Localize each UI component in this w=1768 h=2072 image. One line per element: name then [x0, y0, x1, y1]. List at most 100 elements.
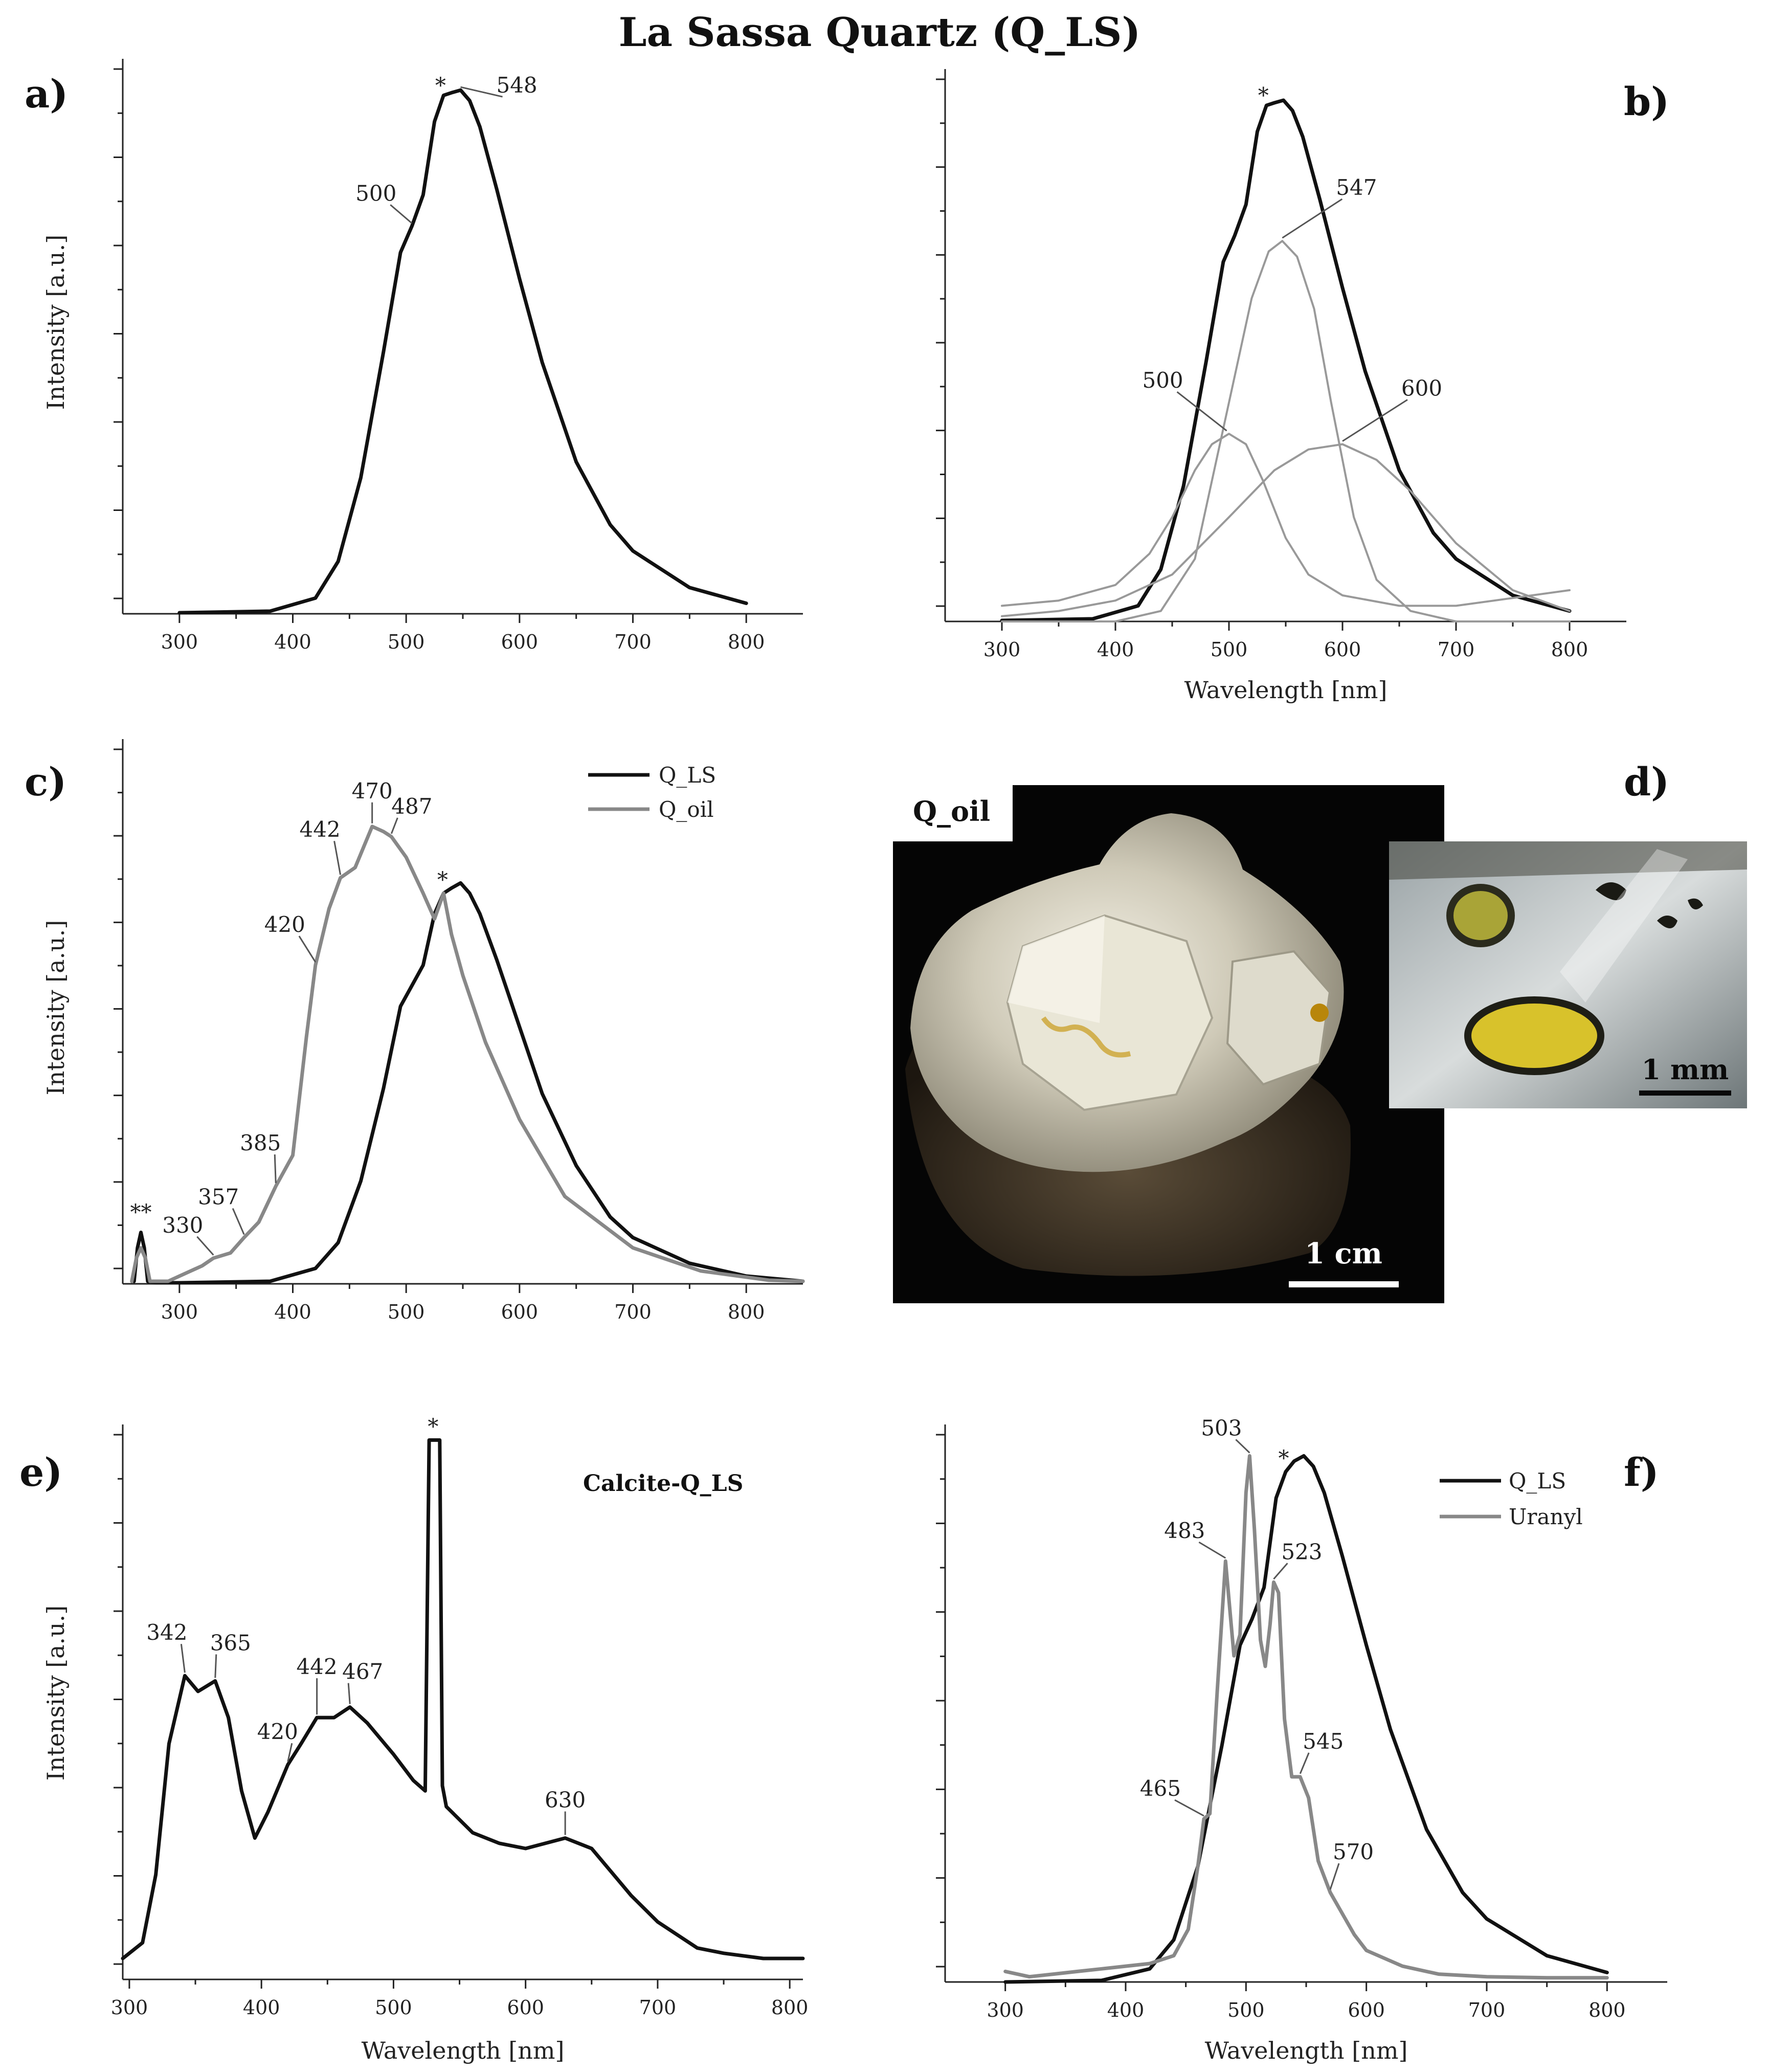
- annotation-442: 442: [297, 1654, 338, 1679]
- x-tick-label: 600: [507, 1996, 544, 2019]
- x-tick-label: 400: [1097, 638, 1134, 661]
- annotation-star: *: [437, 867, 448, 892]
- annotation-leader: [347, 1683, 351, 1704]
- annotation-483: 483: [1164, 1518, 1205, 1543]
- x-tick-label: 800: [1551, 638, 1588, 661]
- annotation-starstar: **: [130, 1200, 151, 1225]
- x-tick-label: 400: [1107, 1999, 1145, 2021]
- panel-letter-a: a): [25, 71, 68, 117]
- series-line-component-500: [1001, 433, 1571, 607]
- x-tick-label: 400: [243, 1996, 280, 2019]
- inset-dark-band: [1389, 841, 1747, 880]
- annotation-545: 545: [1303, 1729, 1344, 1754]
- x-tick-label: 800: [728, 631, 765, 653]
- annotation-leader: [1342, 399, 1408, 442]
- annotation-357: 357: [198, 1185, 239, 1210]
- photo-crystal-facet: [1008, 916, 1105, 1023]
- annotation-467: 467: [342, 1659, 383, 1684]
- annotation-leader: [1176, 391, 1227, 432]
- scale-bar-inset-label: 1 mm: [1642, 1053, 1729, 1086]
- x-tick-label: 700: [639, 1996, 677, 2019]
- photo-label: Q_oil: [913, 795, 990, 828]
- x-tick-label: 300: [111, 1996, 148, 2019]
- annotation-leader: [390, 817, 398, 834]
- y-axis-title: Intensity [a.u.]: [42, 920, 70, 1096]
- annotation-330: 330: [162, 1213, 203, 1238]
- x-axis-title: Wavelength [nm]: [1205, 2037, 1408, 2064]
- legend-f-uranyl-label: Uranyl: [1509, 1504, 1583, 1529]
- legend-c-q-ls-label: Q_LS: [659, 763, 716, 788]
- annotation-leader: [1235, 1439, 1250, 1454]
- y-axis-title: Intensity [a.u.]: [42, 235, 70, 410]
- x-tick-label: 500: [1211, 638, 1248, 661]
- annotation-500: 500: [1142, 368, 1183, 393]
- x-tick-label: 800: [771, 1996, 809, 2019]
- annotation-leader: [460, 86, 503, 98]
- annotation-385: 385: [240, 1130, 281, 1155]
- x-axis-title: Wavelength [nm]: [362, 2037, 565, 2064]
- x-tick-label: 800: [1588, 1999, 1626, 2021]
- annotation-leader: [196, 1236, 214, 1256]
- annotation-leader: [180, 1644, 186, 1673]
- annotation-leader: [1299, 1752, 1310, 1774]
- annotation-465: 465: [1140, 1776, 1181, 1801]
- annotation-487: 487: [391, 794, 432, 819]
- annotation-star: *: [435, 73, 446, 98]
- series-line-q-oil: [130, 825, 805, 1283]
- scale-bar-main: [1289, 1281, 1399, 1287]
- annotation-leader: [1198, 1541, 1226, 1559]
- inset-inclusion-bottom: [1464, 996, 1604, 1075]
- photo-crystal-inclusions: [1041, 1016, 1131, 1058]
- annotation-leader: [232, 1208, 245, 1235]
- annotation-470: 470: [352, 778, 393, 804]
- x-tick-label: 500: [388, 631, 425, 653]
- x-tick-label: 700: [1438, 638, 1475, 661]
- annotation-leader: [1282, 198, 1343, 239]
- chart-a: 300 400 500 600 700 800 Intensity [a.u.] 500 548…: [42, 59, 803, 653]
- legend-f: Q_LS Uranyl: [1440, 1468, 1583, 1529]
- x-tick-label: 600: [1324, 638, 1361, 661]
- x-tick-label: 400: [274, 1301, 311, 1323]
- annotation-600: 600: [1401, 376, 1442, 401]
- panel-letter-b: b): [1624, 79, 1669, 124]
- x-tick-label: 700: [614, 1301, 652, 1323]
- x-tick-label: 700: [614, 631, 652, 653]
- annotation-leader: [1329, 1863, 1340, 1890]
- x-tick-label: 500: [375, 1996, 412, 2019]
- panel-letter-d: d): [1624, 759, 1669, 805]
- x-tick-label: 300: [161, 1301, 198, 1323]
- annotation-548: 548: [496, 73, 537, 98]
- panel-letter-f: f): [1624, 1450, 1659, 1495]
- series-line-q-ls: [177, 88, 748, 615]
- chart-f: 300 400 500 600 700 800 Wavelength [nm] 465 483 5…: [936, 1415, 1667, 2064]
- annotation-523: 523: [1281, 1539, 1322, 1564]
- photo-crystal-right: [1226, 950, 1331, 1086]
- scale-bar-main-label: 1 cm: [1305, 1237, 1382, 1271]
- annotation-503: 503: [1201, 1415, 1242, 1440]
- inset-inclusion-top: [1446, 884, 1515, 947]
- x-tick-label: 500: [388, 1301, 425, 1323]
- legend-f-q-ls-label: Q_LS: [1509, 1468, 1566, 1494]
- y-axis-title: Intensity [a.u.]: [42, 1606, 70, 1781]
- annotation-500: 500: [355, 181, 396, 206]
- annotation-leader: [298, 935, 317, 963]
- legend-c-q-oil-label: Q_oil: [659, 797, 714, 822]
- x-tick-label: 300: [987, 1999, 1024, 2021]
- annotation-leader: [390, 204, 413, 224]
- x-tick-label: 300: [161, 631, 198, 653]
- x-tick-label: 500: [1227, 1999, 1265, 2021]
- inset-dark-blobs: [1596, 882, 1703, 928]
- chart-c: 300 400 500 600 700 800 Intensity [a.u.] ** 330 3…: [42, 739, 805, 1323]
- x-tick-label: 400: [274, 631, 311, 653]
- chart-e-sample-label: Calcite-Q_LS: [583, 1471, 743, 1497]
- photo-oil-inclusion: [1310, 1004, 1329, 1022]
- figure-title: La Sassa Quartz (Q_LS): [619, 9, 1141, 56]
- annotation-star: *: [428, 1414, 438, 1439]
- annotation-420: 420: [257, 1719, 298, 1744]
- photo-label-patch: [893, 785, 1013, 841]
- annotation-leader: [333, 840, 342, 875]
- annotation-leader: [287, 1743, 293, 1762]
- series-line-q-ls: [1003, 1454, 1609, 1984]
- annotation-570: 570: [1333, 1839, 1374, 1864]
